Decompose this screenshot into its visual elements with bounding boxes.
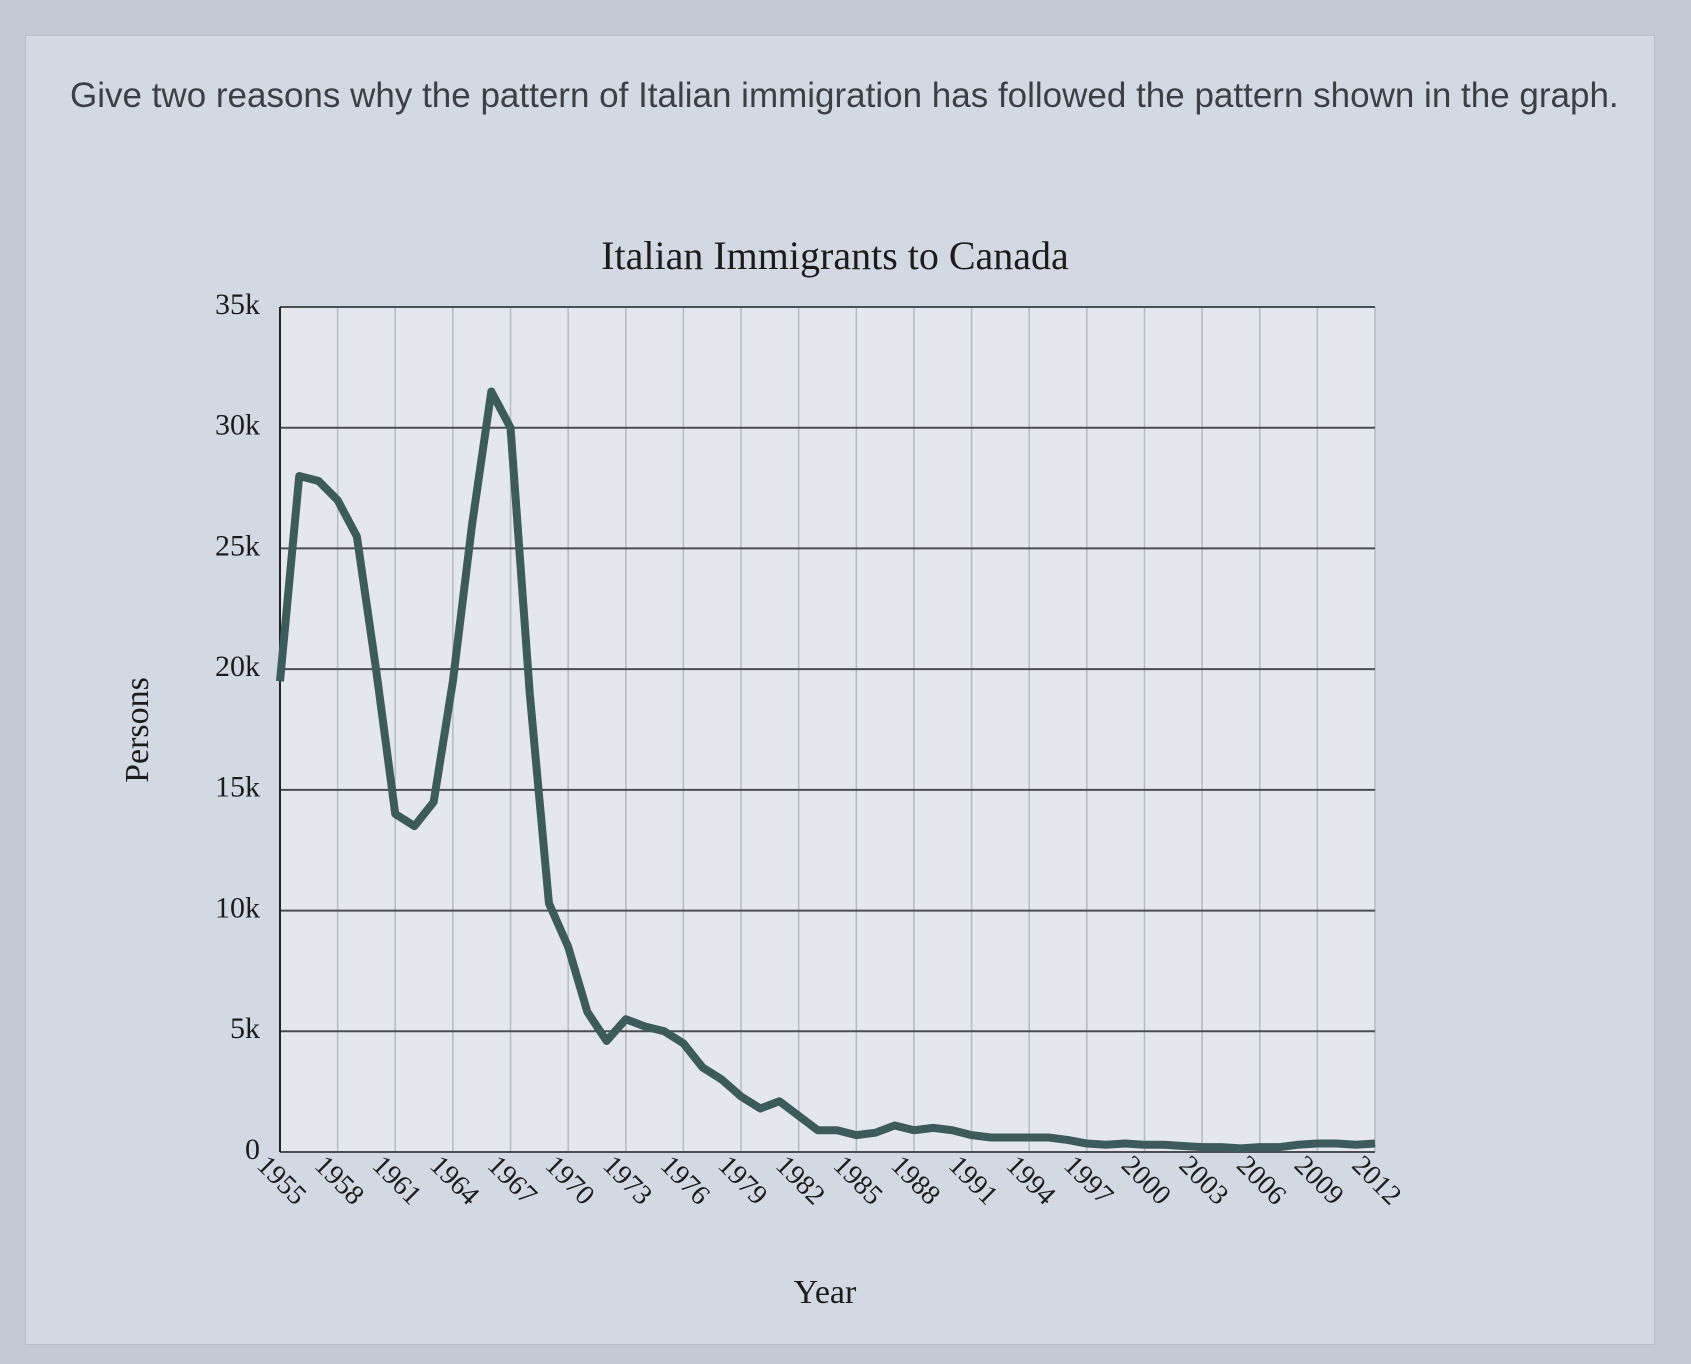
y-tick-label: 30k bbox=[215, 409, 260, 442]
y-tick-label: 25k bbox=[215, 529, 260, 562]
x-tick-label: 1973 bbox=[596, 1150, 658, 1212]
x-tick-label: 1967 bbox=[481, 1150, 543, 1212]
x-tick-label: 1985 bbox=[827, 1150, 889, 1212]
x-tick-label: 2009 bbox=[1288, 1150, 1350, 1212]
y-tick-label: 0 bbox=[245, 1133, 260, 1166]
y-tick-label: 10k bbox=[215, 891, 260, 924]
y-tick-label: 20k bbox=[215, 650, 260, 683]
x-tick-label: 1976 bbox=[654, 1150, 716, 1212]
x-tick-label: 1994 bbox=[1000, 1150, 1062, 1212]
x-tick-label: 1979 bbox=[712, 1150, 774, 1212]
x-tick-label: 1964 bbox=[424, 1150, 486, 1212]
data-line bbox=[276, 387, 1376, 1153]
y-tick-label: 35k bbox=[215, 288, 260, 321]
y-tick-label: 15k bbox=[215, 771, 260, 804]
x-tick-label: 2000 bbox=[1115, 1150, 1177, 1212]
x-tick-label: 2003 bbox=[1173, 1150, 1235, 1212]
x-tick-label: 2012 bbox=[1346, 1150, 1408, 1212]
x-tick-label: 1970 bbox=[539, 1150, 601, 1212]
x-tick-label: 1982 bbox=[769, 1150, 831, 1212]
y-axis-label: Persons bbox=[119, 677, 156, 783]
x-axis-label: Year bbox=[794, 1274, 857, 1311]
x-tick-label: 1961 bbox=[366, 1150, 428, 1212]
x-tick-label: 1988 bbox=[885, 1150, 947, 1212]
x-tick-label: 2006 bbox=[1230, 1150, 1292, 1212]
chart-title: Italian Immigrants to Canada bbox=[601, 233, 1069, 278]
plot-area bbox=[280, 307, 1375, 1152]
x-tick-label: 1991 bbox=[942, 1150, 1004, 1212]
y-tick-label: 5k bbox=[230, 1012, 260, 1045]
x-tick-label: 1997 bbox=[1058, 1150, 1120, 1212]
question-text: Give two reasons why the pattern of Ital… bbox=[70, 76, 1619, 115]
x-tick-label: 1958 bbox=[308, 1150, 370, 1212]
